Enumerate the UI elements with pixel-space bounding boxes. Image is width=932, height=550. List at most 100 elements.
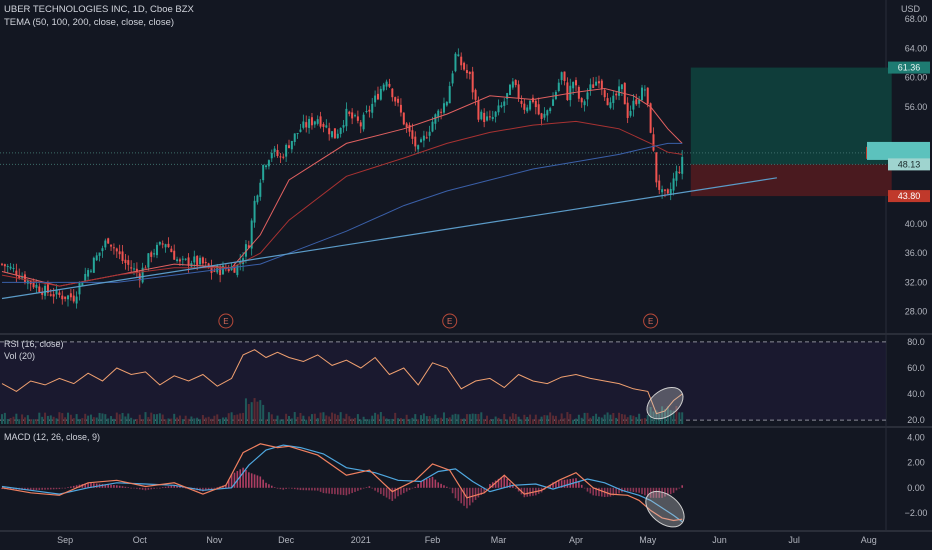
candle-body xyxy=(12,267,15,269)
volume-bar xyxy=(463,418,466,424)
price-tick-label: 32.00 xyxy=(905,277,928,287)
macd-histogram-bar xyxy=(523,487,526,498)
candle-body xyxy=(35,284,38,288)
macd-histogram-bar xyxy=(245,469,247,488)
macd-histogram-bar xyxy=(615,487,617,495)
volume-bar xyxy=(394,412,397,424)
candle-body xyxy=(207,263,210,268)
macd-histogram-bar xyxy=(397,487,399,497)
volume-bar xyxy=(517,416,520,424)
candle-body xyxy=(216,265,219,273)
volume-bar xyxy=(61,413,64,424)
macd-histogram-bar xyxy=(133,487,135,489)
candle-body xyxy=(55,289,58,295)
candle-body xyxy=(141,267,144,283)
macd-histogram-bar xyxy=(138,487,141,490)
candle-body xyxy=(448,86,451,104)
macd-histogram-bar xyxy=(9,487,12,490)
volume-bar xyxy=(434,414,437,424)
candle-body xyxy=(652,134,655,151)
volume-bar xyxy=(127,413,130,424)
symbol-title: UBER TECHNOLOGIES INC, 1D, Cboe BZX xyxy=(4,4,198,15)
target-price-tag xyxy=(888,61,930,74)
candle-body xyxy=(563,71,566,81)
candle-body xyxy=(302,121,305,128)
volume-bar xyxy=(348,416,351,424)
volume-bar xyxy=(681,412,684,424)
tema-200-line xyxy=(2,142,683,283)
candle-body xyxy=(196,255,199,265)
macd-histogram-bar xyxy=(204,487,207,491)
position-handle[interactable] xyxy=(867,141,930,160)
candle-body xyxy=(480,111,483,120)
candle-body xyxy=(64,296,67,299)
candle-body xyxy=(549,108,552,112)
macd-histogram-bar xyxy=(509,482,511,488)
stop-price-tag xyxy=(888,190,930,203)
volume-bar xyxy=(18,419,21,424)
earnings-marker-label: E xyxy=(223,317,228,326)
candle-body xyxy=(339,127,342,134)
macd-histogram-bar xyxy=(250,473,253,488)
candle-body xyxy=(305,122,308,128)
macd-histogram-bar xyxy=(164,486,167,488)
volume-bar xyxy=(130,417,133,424)
volume-bar xyxy=(543,415,546,424)
rsi-highlight-ellipse[interactable] xyxy=(641,381,689,425)
volume-bar xyxy=(503,413,506,424)
earnings-marker[interactable] xyxy=(442,313,458,329)
candle-body xyxy=(672,178,675,191)
candle-body xyxy=(471,71,474,93)
candle-body xyxy=(78,282,81,295)
candle-body xyxy=(61,295,64,300)
volume-bar xyxy=(408,419,411,424)
macd-histogram-bar xyxy=(314,487,316,491)
macd-histogram-bar xyxy=(253,474,256,488)
candle-body xyxy=(445,101,448,106)
macd-highlight-ellipse[interactable] xyxy=(639,484,691,534)
volume-bar xyxy=(385,418,388,424)
candle-body xyxy=(661,189,664,193)
macd-histogram-bar xyxy=(67,487,69,488)
volume-bar xyxy=(92,417,95,424)
volume-bar xyxy=(239,413,242,424)
macd-histogram-bar xyxy=(41,487,43,490)
time-tick-label: Aug xyxy=(861,535,877,545)
candle-body xyxy=(92,257,95,273)
volume-bar xyxy=(549,412,552,424)
candle-body xyxy=(376,93,379,100)
target-zone[interactable] xyxy=(690,67,892,165)
volume-bar xyxy=(583,412,586,424)
macd-histogram-bar xyxy=(227,479,230,488)
candle-body xyxy=(259,182,262,197)
macd-histogram-bar xyxy=(446,486,448,488)
candle-body xyxy=(342,125,345,128)
stop-zone[interactable] xyxy=(690,164,892,197)
macd-histogram-bar xyxy=(486,487,488,489)
volume-bar xyxy=(285,413,288,424)
candle-body xyxy=(523,103,526,110)
volume-bar xyxy=(500,419,503,424)
volume-bar xyxy=(356,414,359,424)
candle-body xyxy=(517,84,520,99)
macd-histogram-bar xyxy=(423,480,425,488)
volume-bar xyxy=(620,414,623,424)
macd-histogram-bar xyxy=(248,472,250,488)
candle-body xyxy=(336,133,339,139)
volume-bar xyxy=(442,412,445,424)
volume-bar xyxy=(399,418,402,424)
earnings-marker[interactable] xyxy=(218,313,234,329)
macd-histogram-bar xyxy=(440,483,442,488)
volume-bar xyxy=(213,415,216,424)
macd-histogram-bar xyxy=(35,487,38,491)
volume-bar xyxy=(511,413,514,424)
candle-body xyxy=(328,128,331,135)
macd-histogram-bar xyxy=(586,487,589,492)
macd-histogram-bar xyxy=(471,487,474,503)
macd-histogram-bar xyxy=(72,485,75,488)
earnings-marker[interactable] xyxy=(643,313,659,329)
candle-body xyxy=(153,253,156,255)
stop-price-label: 43.80 xyxy=(898,191,921,201)
candle-body xyxy=(285,144,288,157)
